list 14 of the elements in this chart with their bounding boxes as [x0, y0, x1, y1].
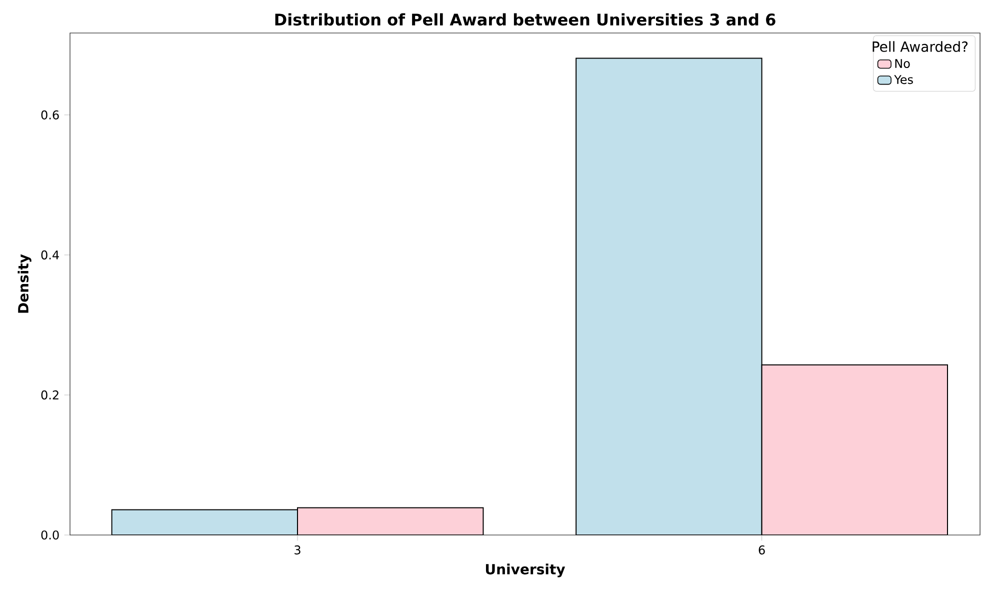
y-axis-title: Density: [18, 254, 32, 313]
x-tick-label: 3: [294, 545, 300, 554]
bar: [297, 507, 484, 535]
legend-label: Yes: [894, 75, 913, 84]
chart-title: Distribution of Pell Award between Universities 3 and 6: [275, 13, 776, 26]
bar: [761, 364, 948, 535]
y-tick-label: 0.0: [41, 530, 59, 540]
y-tick-label: 0.4: [41, 250, 59, 260]
x-axis-title: University: [486, 564, 566, 578]
x-tick-label: 6: [758, 545, 765, 554]
y-tick-label: 0.6: [41, 110, 59, 120]
legend-label: No: [895, 59, 910, 68]
y-tick-label: 0.2: [41, 390, 58, 400]
legend-title: Pell Awarded?: [872, 41, 968, 52]
